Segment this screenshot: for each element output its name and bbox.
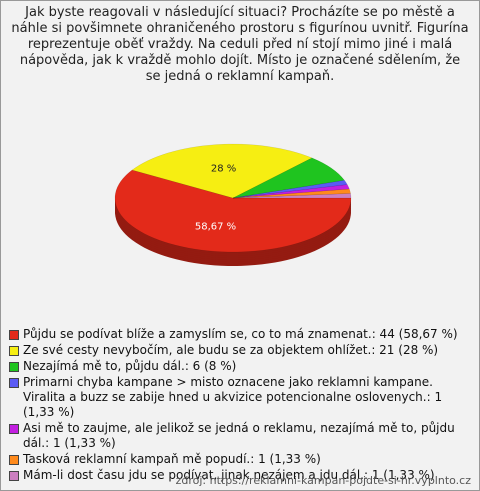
pie-area: 58,67 % 28 % [114,143,352,266]
legend-item: Ze své cesty nevybočím, ale budu se za o… [9,343,471,358]
legend-item: Primarni chyba kampane > misto oznacene … [9,375,471,420]
legend-item: Tasková reklamní kampaň mě popudí.: 1 (1… [9,452,471,467]
value-label: 28 % [211,164,236,175]
slice [232,180,348,199]
legend-swatch [9,471,19,481]
legend-swatch [9,362,19,372]
slice [232,184,350,199]
legend-item: Nezajímá mě to, půjdu dál.: 6 (8 %) [9,359,471,374]
legend-item: Půjdu se podívat blíže a zamyslím se, co… [9,327,471,342]
legend-label: Tasková reklamní kampaň mě popudí.: 1 (1… [23,452,321,466]
slice [114,169,352,253]
legend-label: Nezajímá mě to, půjdu dál.: 6 (8 %) [23,359,237,373]
legend-label: Ze své cesty nevybočím, ale budu se za o… [23,343,439,357]
slice [232,188,351,199]
legend-label: Primarni chyba kampane > misto oznacene … [23,375,443,419]
legend-label: Asi mě to zaujme, ale jelikož se jedná o… [23,421,455,450]
legend-swatch [9,346,19,356]
legend-swatch [9,455,19,465]
source: zdroj: https://reklamni-kampan-pojdte-si… [175,474,471,487]
slice [131,143,313,199]
chart-title: Jak byste reagovali v následující situac… [11,5,469,84]
legend-label: Půjdu se podívat blíže a zamyslím se, co… [23,327,458,341]
legend-swatch [9,378,19,388]
slice [232,157,345,199]
legend-label: Mám-li dost času jdu se podívat, jinak n… [23,468,435,482]
slice [232,193,352,199]
legend-item: Asi mě to zaujme, ale jelikož se jedná o… [9,421,471,451]
value-label: 58,67 % [195,222,236,233]
legend-item: Mám-li dost času jdu se podívat, jinak n… [9,468,471,483]
legend-swatch [9,330,19,340]
legend-swatch [9,424,19,434]
legend: Půjdu se podívat blíže a zamyslím se, co… [9,327,471,484]
